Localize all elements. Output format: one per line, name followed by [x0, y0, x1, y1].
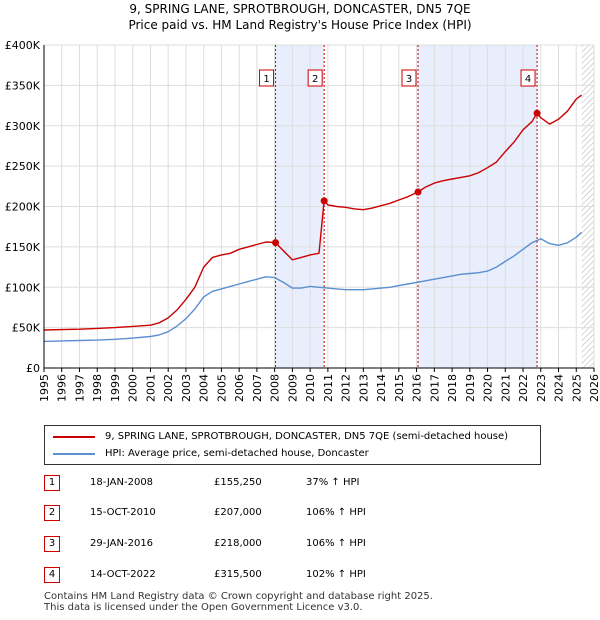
chart-subtitle: Price paid vs. HM Land Registry's House …	[128, 18, 472, 32]
footer: Contains HM Land Registry data © Crown c…	[44, 591, 433, 613]
price-chart: 1 2 3 4 £0 £50K £100K £150K £200K £250K £300K £350…	[5, 39, 600, 402]
x-tick-label: 1995	[38, 374, 51, 402]
sale-label-box	[401, 69, 417, 87]
legend-item-property: 9, SPRING LANE, SPROTBROUGH, DONCASTER, …	[53, 431, 508, 442]
sale-date: 15-OCT-2010	[90, 507, 156, 518]
sale-row: 1 18-JAN-2008 £155,250 37% ↑ HPI	[44, 473, 424, 493]
x-tick-label: 2008	[269, 374, 282, 402]
sale-date: 18-JAN-2008	[90, 477, 154, 488]
x-tick-label: 2021	[499, 374, 512, 402]
property-price-line	[43, 94, 583, 331]
footer-copyright: Contains HM Land Registry data © Crown c…	[44, 591, 433, 602]
x-tick-label: 2022	[517, 374, 530, 402]
sale-hpi-change: 102% ↑ HPI	[306, 569, 366, 580]
sale-hpi-change: 106% ↑ HPI	[306, 538, 366, 549]
x-tick-label: 2009	[286, 374, 299, 402]
sale-row: 4 14-OCT-2022 £315,500 102% ↑ HPI	[44, 565, 424, 585]
y-tick-label: £50K	[12, 322, 41, 335]
x-tick-label: 2017	[428, 374, 441, 402]
x-tick-label: 2011	[322, 374, 335, 402]
sale-badge: 1	[44, 475, 60, 491]
x-tick-label: 2025	[570, 374, 583, 402]
footer-licence: This data is licensed under the Open Gov…	[44, 602, 363, 613]
sale-price: £155,250	[214, 477, 262, 488]
sale-badge: 3	[44, 536, 60, 552]
x-tick-label: 2019	[464, 374, 477, 402]
x-tick-label: 2014	[375, 374, 388, 402]
y-tick-label: £100K	[5, 281, 41, 294]
sale-label: 3	[406, 74, 412, 85]
sale-point	[414, 188, 422, 196]
x-tick-label: 2010	[304, 374, 317, 402]
sale-point	[533, 109, 541, 117]
x-tick-label: 1997	[73, 374, 86, 402]
x-tick-label: 2002	[162, 374, 175, 402]
sale-hpi-change: 37% ↑ HPI	[306, 477, 360, 488]
legend-label-hpi: HPI: Average price, semi-detached house,…	[105, 448, 369, 459]
x-tick-label: 2018	[446, 374, 459, 402]
y-tick-label: £300K	[5, 120, 41, 133]
x-tick-label: 2016	[411, 374, 424, 402]
sale-date: 29-JAN-2016	[90, 538, 154, 549]
legend-label-property: 9, SPRING LANE, SPROTBROUGH, DONCASTER, …	[105, 431, 509, 442]
x-tick-label: 2013	[357, 374, 370, 402]
x-tick-label: 1996	[56, 374, 69, 402]
sale-price: £207,000	[214, 507, 262, 518]
chart-title: 9, SPRING LANE, SPROTBROUGH, DONCASTER, …	[129, 2, 471, 16]
sale-row: 3 29-JAN-2016 £218,000 106% ↑ HPI	[44, 534, 424, 554]
x-tick-label: 2006	[233, 374, 246, 402]
y-tick-label: £400K	[5, 39, 41, 52]
hpi-line	[43, 231, 583, 343]
x-tick-label: 2000	[127, 374, 140, 402]
y-tick-label: £350K	[5, 79, 41, 92]
y-tick-label: £250K	[5, 160, 41, 173]
x-tick-label: 2001	[144, 374, 157, 402]
y-tick-label: £150K	[5, 241, 41, 254]
legend: 9, SPRING LANE, SPROTBROUGH, DONCASTER, …	[44, 425, 541, 465]
sale-hpi-change: 106% ↑ HPI	[306, 507, 366, 518]
legend-swatch-hpi	[53, 452, 95, 455]
sale-label-box	[307, 69, 323, 87]
sale-date: 14-OCT-2022	[90, 569, 156, 580]
x-tick-label: 2024	[553, 374, 566, 402]
sale-point	[320, 197, 328, 205]
sale-label: 4	[525, 74, 531, 85]
x-tick-label: 2012	[340, 374, 353, 402]
x-tick-label: 2007	[251, 374, 264, 402]
legend-item-hpi: HPI: Average price, semi-detached house,…	[53, 448, 369, 459]
sale-price: £315,500	[214, 569, 262, 580]
x-tick-label: 1998	[91, 374, 104, 402]
x-tick-label: 2026	[588, 374, 600, 402]
sale-badge: 2	[44, 505, 60, 521]
sale-row: 2 15-OCT-2010 £207,000 106% ↑ HPI	[44, 503, 424, 523]
sale-point	[272, 239, 280, 247]
y-tick-label: £0	[26, 362, 40, 375]
x-tick-label: 2005	[215, 374, 228, 402]
x-tick-label: 2023	[535, 374, 548, 402]
sale-label: 2	[312, 74, 318, 85]
x-tick-label: 2004	[198, 374, 211, 402]
legend-swatch-property	[53, 435, 95, 438]
x-tick-label: 1999	[109, 374, 122, 402]
sale-label-box	[520, 69, 536, 87]
y-tick-label: £200K	[5, 201, 41, 214]
x-tick-label: 2015	[393, 374, 406, 402]
sale-price: £218,000	[214, 538, 262, 549]
sale-label-box	[259, 69, 275, 87]
sale-badge: 4	[44, 567, 60, 583]
x-tick-label: 2020	[482, 374, 495, 402]
x-tick-label: 2003	[180, 374, 193, 402]
sale-label: 1	[263, 74, 269, 85]
